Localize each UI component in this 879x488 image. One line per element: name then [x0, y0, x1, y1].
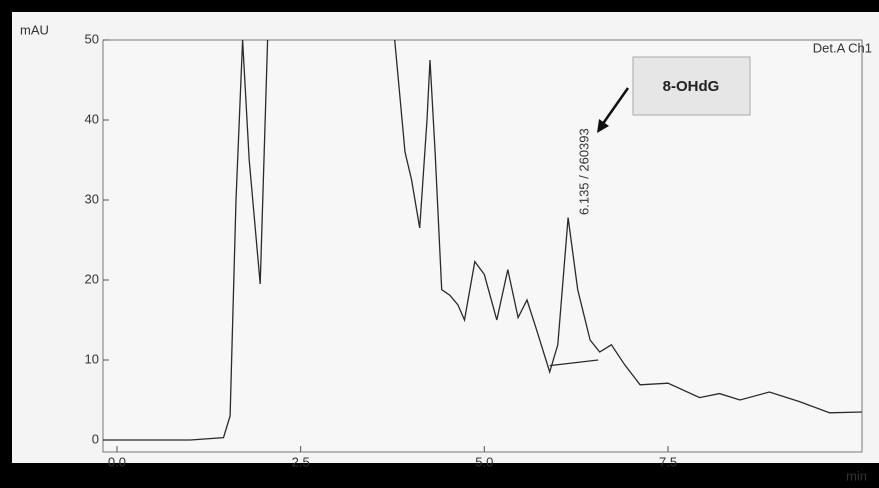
x-tick-label: 5.0	[475, 454, 493, 469]
x-tick-label: 0.0	[108, 454, 126, 469]
arrow-head	[597, 119, 609, 133]
trace	[103, 40, 862, 441]
y-tick-label: 10	[85, 351, 99, 366]
x-tick-label: 7.5	[659, 454, 677, 469]
callout-box	[632, 56, 751, 116]
trace	[549, 359, 599, 367]
callout-label: 8-OHdG	[663, 78, 720, 95]
callout-arrow	[600, 87, 630, 126]
y-tick-label: 50	[85, 31, 99, 46]
y-axis-label: mAU	[20, 22, 49, 37]
y-tick-label: 40	[85, 111, 99, 126]
y-tick-label: 0	[92, 431, 99, 446]
y-tick-label: 20	[85, 271, 99, 286]
x-tick-label: 2.5	[292, 454, 310, 469]
x-axis-label: min	[846, 468, 867, 483]
y-tick-label: 30	[85, 191, 99, 206]
detector-label: Det.A Ch1	[813, 40, 872, 55]
peak-label: 6.135 / 260393	[576, 128, 591, 215]
